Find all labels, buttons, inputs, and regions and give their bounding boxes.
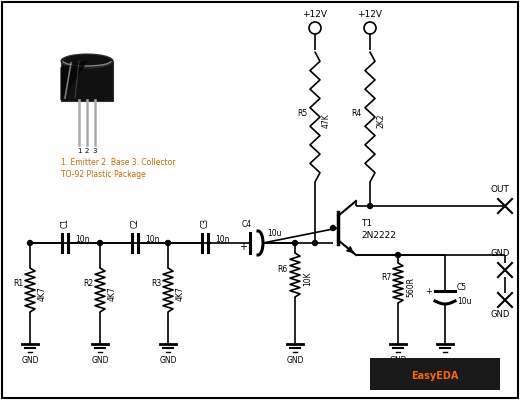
Text: C5: C5 (457, 284, 467, 292)
Text: 560R: 560R (406, 277, 415, 297)
Text: 4K7: 4K7 (176, 287, 185, 301)
Text: GND: GND (286, 356, 304, 365)
Text: TO-92 Plastic Package: TO-92 Plastic Package (61, 170, 146, 179)
Text: GND: GND (21, 356, 39, 365)
Circle shape (292, 240, 297, 246)
Text: R1: R1 (13, 280, 23, 288)
Text: 1: 1 (77, 148, 81, 154)
Circle shape (313, 240, 318, 246)
Text: GND: GND (159, 356, 177, 365)
Text: 3: 3 (93, 148, 97, 154)
Text: 2: 2 (85, 148, 89, 154)
Text: OUT: OUT (490, 185, 510, 194)
Circle shape (331, 226, 335, 230)
Circle shape (28, 240, 32, 246)
Text: +12V: +12V (303, 10, 328, 19)
Text: 47K: 47K (322, 114, 331, 128)
Text: +: + (425, 286, 432, 296)
Text: 10n: 10n (145, 234, 160, 244)
Text: 1. Emitter 2. Base 3. Collector: 1. Emitter 2. Base 3. Collector (61, 158, 176, 167)
Bar (61, 61, 113, 101)
Text: GND: GND (91, 356, 109, 365)
Bar (370, 358, 500, 390)
Text: GND: GND (490, 249, 510, 258)
Text: 2K2: 2K2 (377, 114, 386, 128)
Text: GND: GND (389, 356, 407, 365)
Text: T1: T1 (361, 218, 372, 228)
Text: EasyEDA: EasyEDA (411, 371, 459, 381)
Circle shape (98, 240, 102, 246)
Circle shape (368, 204, 372, 208)
Text: GND: GND (490, 310, 510, 319)
Text: 10n: 10n (215, 234, 229, 244)
Text: 10n: 10n (75, 234, 89, 244)
Text: 4K7: 4K7 (108, 287, 117, 301)
Text: +: + (239, 242, 247, 252)
Text: R2: R2 (83, 280, 93, 288)
Text: 10u: 10u (457, 296, 472, 306)
Polygon shape (61, 61, 87, 100)
Circle shape (396, 252, 400, 258)
Ellipse shape (61, 54, 113, 68)
Text: C4: C4 (242, 220, 252, 229)
Circle shape (165, 240, 171, 246)
Text: C3: C3 (201, 218, 210, 228)
Text: 2N2222: 2N2222 (361, 232, 396, 240)
Text: 10u: 10u (267, 228, 281, 238)
Text: 10K: 10K (303, 272, 312, 286)
Text: R4: R4 (352, 108, 362, 118)
Text: C2: C2 (131, 218, 139, 228)
Text: R3: R3 (151, 280, 161, 288)
Text: R6: R6 (278, 264, 288, 274)
Text: R5: R5 (297, 108, 307, 118)
Text: R7: R7 (381, 272, 391, 282)
Text: 4K7: 4K7 (38, 287, 47, 301)
Text: +12V: +12V (358, 10, 383, 19)
Text: C1: C1 (60, 218, 70, 228)
